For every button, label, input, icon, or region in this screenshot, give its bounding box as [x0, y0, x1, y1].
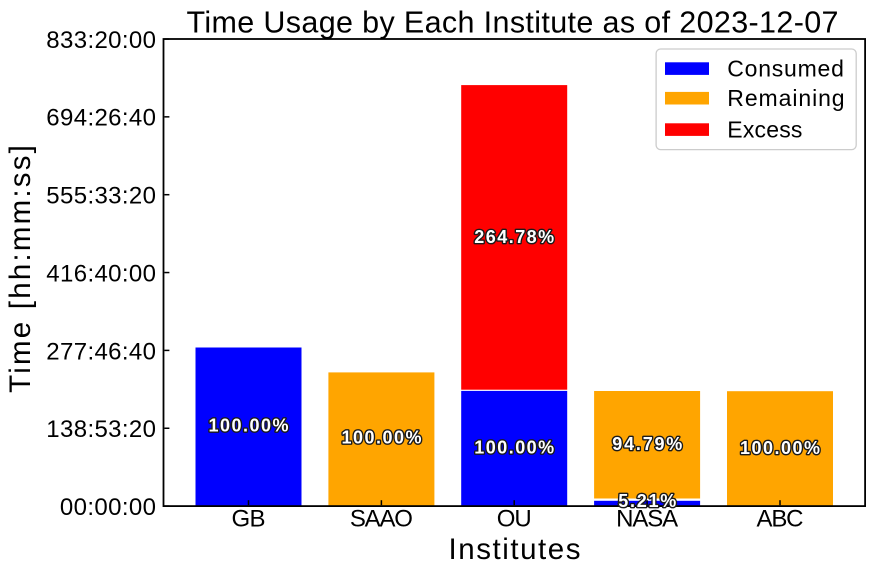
- svg-text:694:26:40: 694:26:40: [46, 105, 156, 132]
- svg-text:OU: OU: [497, 506, 532, 533]
- svg-text:Time [hh:mm:ss]: Time [hh:mm:ss]: [4, 145, 37, 393]
- svg-text:100.00%: 100.00%: [740, 438, 820, 458]
- svg-text:ABC: ABC: [757, 506, 804, 533]
- svg-text:Remaining: Remaining: [727, 85, 844, 111]
- svg-text:833:20:00: 833:20:00: [46, 27, 156, 54]
- svg-text:100.00%: 100.00%: [209, 416, 289, 436]
- svg-text:100.00%: 100.00%: [342, 428, 422, 448]
- svg-text:Time Usage by Each Institute a: Time Usage by Each Institute as of 2023-…: [187, 5, 839, 39]
- svg-text:138:53:20: 138:53:20: [46, 416, 156, 443]
- svg-text:00:00:00: 00:00:00: [60, 494, 156, 521]
- svg-text:NASA: NASA: [616, 506, 678, 533]
- svg-text:Excess: Excess: [727, 116, 802, 142]
- svg-text:416:40:00: 416:40:00: [46, 260, 156, 287]
- svg-text:GB: GB: [232, 506, 266, 533]
- svg-text:SAAO: SAAO: [350, 506, 413, 533]
- svg-text:Consumed: Consumed: [727, 55, 844, 81]
- svg-text:Institutes: Institutes: [449, 533, 581, 566]
- svg-text:555:33:20: 555:33:20: [46, 183, 156, 210]
- svg-text:277:46:40: 277:46:40: [46, 338, 156, 365]
